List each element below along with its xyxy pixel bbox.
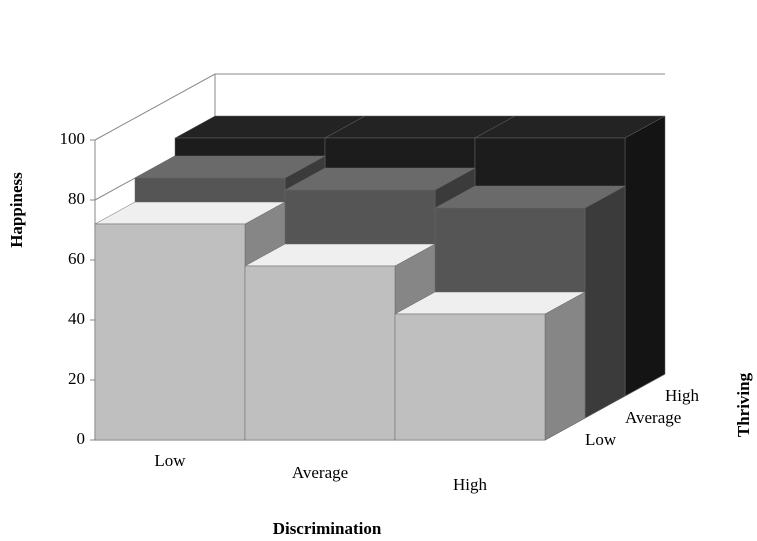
bar-front (244, 265, 396, 441)
y-tick-label: 100 (60, 129, 86, 148)
bar (394, 291, 586, 441)
y-tick-label: 80 (68, 189, 85, 208)
x-tick-label: Low (154, 451, 186, 470)
legend-label: Low (585, 430, 617, 449)
x-tick-label: High (453, 475, 488, 494)
y-tick-label: 40 (68, 309, 85, 328)
y-axis-title: Happiness (7, 172, 26, 248)
x-axis-title: Discrimination (273, 519, 382, 538)
bar-side (544, 291, 586, 441)
z-axis-title: Thriving (734, 372, 753, 437)
bar-front (94, 223, 246, 441)
bar-front (394, 313, 546, 441)
x-tick-label: Average (292, 463, 348, 482)
y-tick-label: 60 (68, 249, 85, 268)
y-tick-label: 0 (77, 429, 86, 448)
legend-label: High (665, 386, 700, 405)
bar-side (584, 185, 626, 419)
bar-side (624, 115, 666, 397)
y-tick-label: 20 (68, 369, 85, 388)
grid-line (94, 73, 665, 141)
legend-label: Average (625, 408, 681, 427)
